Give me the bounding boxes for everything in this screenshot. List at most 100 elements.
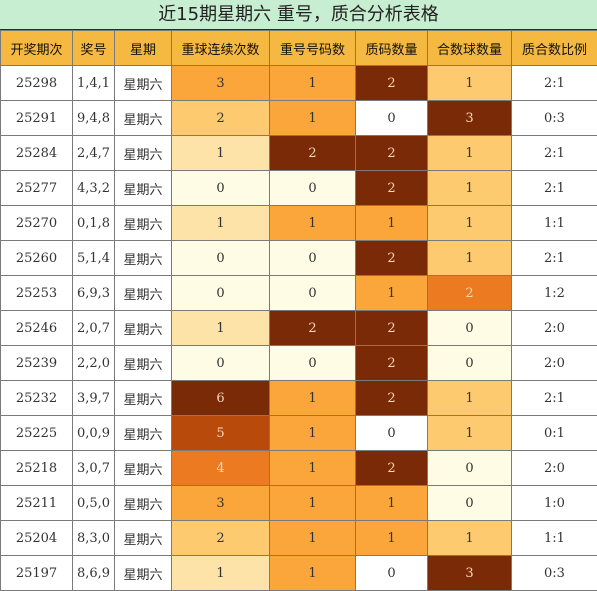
cell-composite-count: 1 <box>428 381 512 416</box>
cell-prime-count: 2 <box>356 136 428 171</box>
cell-ratio: 2:0 <box>512 311 597 346</box>
cell-numbers: 9,4,8 <box>73 101 115 136</box>
cell-prime-count: 2 <box>356 241 428 276</box>
cell-repeat-streak: 0 <box>172 171 270 206</box>
cell-weekday: 星期六 <box>115 556 172 591</box>
cell-ratio: 0:3 <box>512 556 597 591</box>
cell-prime-count: 1 <box>356 486 428 521</box>
cell-repeat-count: 0 <box>270 241 356 276</box>
cell-numbers: 2,0,7 <box>73 311 115 346</box>
cell-ratio: 2:1 <box>512 381 597 416</box>
header-composite-count: 合数球数量 <box>428 31 512 66</box>
cell-composite-count: 2 <box>428 276 512 311</box>
cell-numbers: 2,2,0 <box>73 346 115 381</box>
header-repeat-streak: 重球连续次数 <box>172 31 270 66</box>
cell-issue: 25270 <box>1 206 73 241</box>
cell-numbers: 8,3,0 <box>73 521 115 556</box>
cell-composite-count: 1 <box>428 206 512 241</box>
cell-composite-count: 1 <box>428 66 512 101</box>
cell-repeat-streak: 2 <box>172 101 270 136</box>
cell-prime-count: 0 <box>356 556 428 591</box>
cell-numbers: 2,4,7 <box>73 136 115 171</box>
cell-weekday: 星期六 <box>115 101 172 136</box>
cell-ratio: 2:1 <box>512 241 597 276</box>
cell-issue: 25253 <box>1 276 73 311</box>
cell-weekday: 星期六 <box>115 241 172 276</box>
cell-repeat-streak: 4 <box>172 451 270 486</box>
cell-ratio: 0:1 <box>512 416 597 451</box>
cell-numbers: 0,0,9 <box>73 416 115 451</box>
cell-repeat-count: 1 <box>270 101 356 136</box>
cell-numbers: 6,9,3 <box>73 276 115 311</box>
cell-issue: 25246 <box>1 311 73 346</box>
cell-issue: 25218 <box>1 451 73 486</box>
cell-repeat-streak: 1 <box>172 556 270 591</box>
cell-weekday: 星期六 <box>115 346 172 381</box>
cell-ratio: 1:0 <box>512 486 597 521</box>
cell-prime-count: 2 <box>356 66 428 101</box>
cell-repeat-count: 1 <box>270 451 356 486</box>
cell-ratio: 1:2 <box>512 276 597 311</box>
cell-composite-count: 0 <box>428 451 512 486</box>
cell-prime-count: 0 <box>356 416 428 451</box>
cell-repeat-streak: 0 <box>172 241 270 276</box>
cell-composite-count: 1 <box>428 521 512 556</box>
cell-issue: 25291 <box>1 101 73 136</box>
cell-weekday: 星期六 <box>115 171 172 206</box>
cell-composite-count: 0 <box>428 486 512 521</box>
cell-repeat-streak: 0 <box>172 346 270 381</box>
cell-weekday: 星期六 <box>115 451 172 486</box>
cell-repeat-count: 1 <box>270 381 356 416</box>
cell-composite-count: 3 <box>428 101 512 136</box>
cell-ratio: 0:3 <box>512 101 597 136</box>
cell-weekday: 星期六 <box>115 276 172 311</box>
cell-ratio: 2:0 <box>512 451 597 486</box>
header-prime-count: 质码数量 <box>356 31 428 66</box>
table-title: 近15期星期六 重号，质合分析表格 <box>0 0 597 30</box>
cell-composite-count: 3 <box>428 556 512 591</box>
cell-repeat-streak: 3 <box>172 66 270 101</box>
cell-repeat-count: 1 <box>270 556 356 591</box>
cell-weekday: 星期六 <box>115 521 172 556</box>
cell-repeat-count: 1 <box>270 416 356 451</box>
cell-repeat-count: 1 <box>270 66 356 101</box>
cell-issue: 25284 <box>1 136 73 171</box>
cell-repeat-count: 1 <box>270 486 356 521</box>
cell-numbers: 3,0,7 <box>73 451 115 486</box>
cell-ratio: 2:1 <box>512 66 597 101</box>
header-repeat-count: 重号号码数 <box>270 31 356 66</box>
cell-ratio: 1:1 <box>512 206 597 241</box>
cell-repeat-count: 0 <box>270 171 356 206</box>
cell-repeat-count: 0 <box>270 346 356 381</box>
cell-ratio: 1:1 <box>512 521 597 556</box>
cell-prime-count: 1 <box>356 521 428 556</box>
cell-prime-count: 1 <box>356 206 428 241</box>
header-numbers: 奖号 <box>73 31 115 66</box>
cell-weekday: 星期六 <box>115 66 172 101</box>
cell-composite-count: 0 <box>428 346 512 381</box>
cell-issue: 25211 <box>1 486 73 521</box>
lottery-analysis-table: 开奖期次 奖号 星期 重球连续次数 重号号码数 质码数量 合数球数量 质合数比例… <box>0 30 597 591</box>
cell-repeat-count: 0 <box>270 276 356 311</box>
cell-composite-count: 1 <box>428 171 512 206</box>
cell-repeat-count: 2 <box>270 311 356 346</box>
cell-ratio: 2:1 <box>512 171 597 206</box>
cell-weekday: 星期六 <box>115 381 172 416</box>
cell-issue: 25225 <box>1 416 73 451</box>
cell-repeat-streak: 3 <box>172 486 270 521</box>
cell-prime-count: 2 <box>356 381 428 416</box>
cell-issue: 25197 <box>1 556 73 591</box>
cell-composite-count: 1 <box>428 416 512 451</box>
cell-repeat-streak: 5 <box>172 416 270 451</box>
cell-repeat-streak: 6 <box>172 381 270 416</box>
cell-prime-count: 0 <box>356 101 428 136</box>
cell-numbers: 3,9,7 <box>73 381 115 416</box>
header-issue: 开奖期次 <box>1 31 73 66</box>
